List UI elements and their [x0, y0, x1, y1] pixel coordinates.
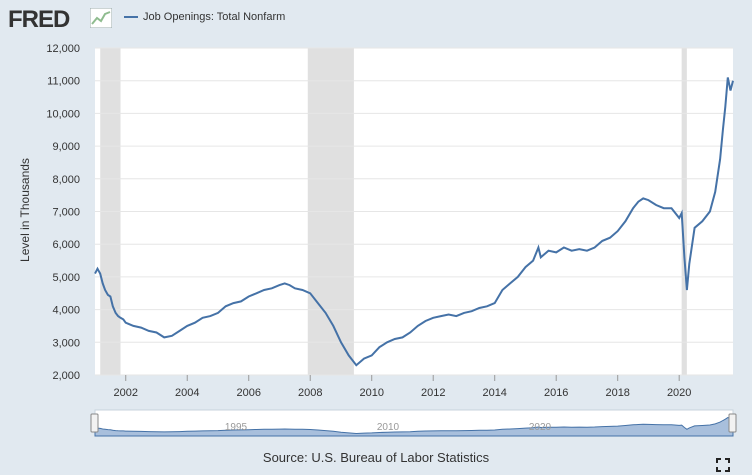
range-navigator[interactable]: 1995 2010 2020	[90, 409, 737, 437]
navigator-area	[94, 417, 734, 437]
x-tick-label: 2010	[359, 387, 383, 399]
legend-swatch	[124, 16, 138, 18]
job-openings-line	[94, 77, 734, 367]
x-tick-label: 2008	[298, 387, 322, 399]
x-axis-ticks: 2002 2004 2006 2008 2010 2012 2014 2016 2018 2020	[114, 375, 691, 399]
y-tick-label: 6,000	[52, 239, 80, 251]
navigator-handle-right[interactable]	[728, 413, 737, 433]
y-tick-label: 2,000	[52, 370, 80, 382]
legend-label: Job Openings: Total Nonfarm	[143, 11, 286, 23]
y-tick-label: 8,000	[52, 174, 80, 186]
y-tick-label: 7,000	[52, 207, 80, 219]
x-tick-label: 2002	[114, 387, 138, 399]
y-axis-label: Level in Thousands	[18, 158, 32, 262]
navigator-label-1995: 1995	[225, 422, 248, 433]
y-tick-label: 9,000	[52, 141, 80, 153]
fred-graph-icon	[90, 8, 112, 28]
y-tick-label: 10,000	[46, 108, 80, 120]
x-tick-label: 2012	[421, 387, 445, 399]
fullscreen-icon[interactable]	[716, 458, 730, 472]
navigator-label-2020: 2020	[529, 422, 552, 433]
x-tick-label: 2020	[667, 387, 691, 399]
y-tick-label: 5,000	[52, 272, 80, 284]
gridlines	[95, 47, 733, 376]
navigator-handle-left[interactable]	[90, 413, 99, 433]
x-tick-label: 2016	[544, 387, 568, 399]
y-tick-label: 11,000	[47, 76, 80, 88]
y-axis-ticks: 2,000 3,000 4,000 5,000 6,000 7,000 8,000 9,000…	[46, 43, 80, 382]
x-tick-label: 2018	[605, 387, 629, 399]
x-tick-label: 2014	[482, 387, 506, 399]
y-tick-label: 3,000	[52, 337, 80, 349]
source-note: Source: U.S. Bureau of Labor Statistics	[262, 450, 490, 465]
y-tick-label: 4,000	[52, 305, 80, 317]
y-tick-label: 12,000	[46, 43, 80, 55]
fred-logo[interactable]: FRED	[8, 6, 70, 33]
chart-legend: Job Openings: Total Nonfarm	[124, 11, 285, 23]
navigator-label-2010: 2010	[377, 422, 400, 433]
x-tick-label: 2006	[236, 387, 260, 399]
chart-header: FRED Job Openings: Total Nonfarm	[0, 0, 752, 38]
x-tick-label: 2004	[175, 387, 199, 399]
